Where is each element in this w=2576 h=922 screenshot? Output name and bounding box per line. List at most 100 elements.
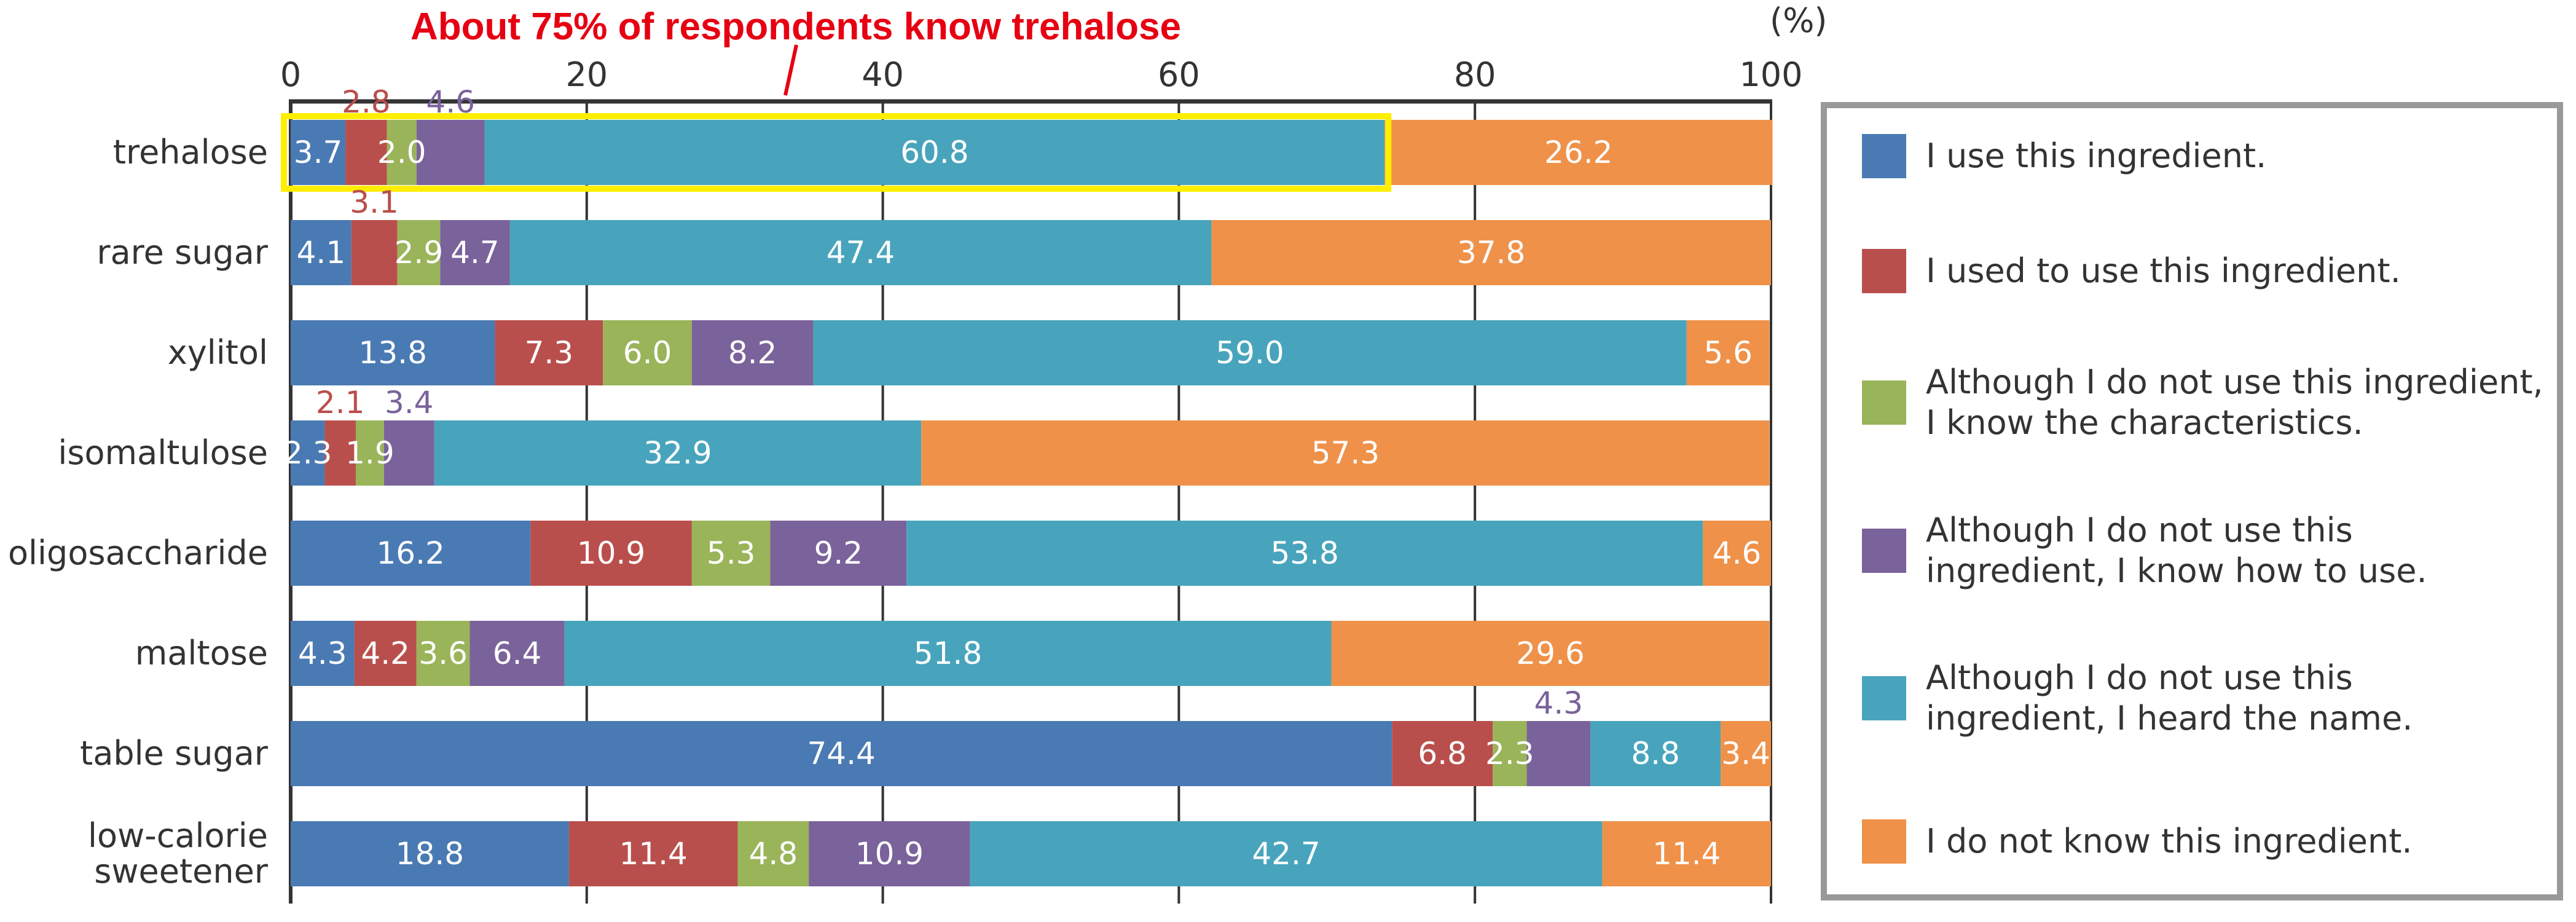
bar-segment <box>1602 821 1771 886</box>
data-label: 2.9 <box>395 235 444 270</box>
data-label: 3.6 <box>418 636 468 671</box>
legend-swatch <box>1862 134 1906 178</box>
bar-segment <box>291 220 351 285</box>
x-tick-label: 40 <box>862 55 904 94</box>
data-label: 11.4 <box>1652 836 1721 872</box>
category-label: oligosaccharide <box>8 534 268 572</box>
bar-segment <box>354 621 417 686</box>
legend-label: ingredient, I know how to use. <box>1926 551 2427 590</box>
bar-segment <box>1721 721 1771 786</box>
data-label: 3.1 <box>350 184 399 220</box>
data-label: 42.7 <box>1252 836 1320 872</box>
legend-box <box>1821 102 2563 900</box>
x-tick-label: 80 <box>1454 55 1496 94</box>
data-label: 47.4 <box>827 235 895 270</box>
highlight-box <box>281 113 1392 192</box>
bar-segment <box>1526 721 1591 786</box>
legend-label: Although I do not use this <box>1926 511 2353 550</box>
bar-segment <box>397 220 441 285</box>
bar-segment <box>568 821 738 886</box>
bar-segment <box>970 821 1603 886</box>
data-label: 13.8 <box>359 335 427 371</box>
data-label: 2.3 <box>1485 736 1534 771</box>
data-label: 53.8 <box>1271 535 1339 571</box>
bar-segment <box>1493 721 1527 786</box>
data-label: 3.4 <box>1721 736 1770 771</box>
x-tick-label: 20 <box>565 55 608 94</box>
bar-segment <box>737 821 809 886</box>
data-label: 4.3 <box>298 636 347 671</box>
bar-segment <box>770 521 907 586</box>
bar-segment <box>495 320 603 385</box>
bar-segment <box>469 621 565 686</box>
legend-swatch <box>1862 380 1906 425</box>
data-label: 29.6 <box>1516 636 1584 671</box>
data-label: 32.9 <box>643 435 712 471</box>
bar-segment <box>291 521 531 586</box>
legend-label: Although I do not use this <box>1926 658 2353 697</box>
category-label: sweetener <box>94 852 269 891</box>
bar-segment <box>440 220 510 285</box>
legend-swatch <box>1862 819 1906 864</box>
data-label: 59.0 <box>1215 335 1284 371</box>
category-label: maltose <box>135 634 268 672</box>
category-label: isomaltulose <box>58 433 268 472</box>
chart-title: About 75% of respondents know trehalose <box>410 6 1181 48</box>
category-label: table sugar <box>80 734 269 773</box>
category-label: low-calorie <box>88 816 268 855</box>
data-label: 4.6 <box>1713 535 1762 571</box>
bar-segment <box>291 320 495 385</box>
x-tick-label: 100 <box>1739 55 1802 94</box>
bar-segment <box>1392 721 1493 786</box>
data-label: 4.2 <box>361 636 410 671</box>
legend-swatch <box>1862 676 1906 720</box>
bar-segment <box>484 120 1385 185</box>
data-label: 8.2 <box>728 335 777 371</box>
data-label: 37.8 <box>1457 235 1525 270</box>
data-label: 16.2 <box>376 535 444 571</box>
data-label: 2.8 <box>342 84 391 120</box>
bar-segment <box>291 821 569 886</box>
bar-segment <box>530 521 692 586</box>
unit-label: (%) <box>1770 1 1827 40</box>
data-label: 51.8 <box>914 636 982 671</box>
bar-segment <box>383 420 434 486</box>
data-label: 2.1 <box>316 385 365 420</box>
data-label: 4.6 <box>426 84 475 120</box>
legend-swatch <box>1862 249 1906 293</box>
bar-segment <box>809 821 970 886</box>
bars <box>281 113 1773 886</box>
data-label: 6.0 <box>623 335 672 371</box>
data-label: 1.9 <box>345 435 395 471</box>
data-label: 11.4 <box>619 836 688 872</box>
data-label: 6.4 <box>493 636 542 671</box>
legend-swatch <box>1862 529 1906 573</box>
data-label: 8.8 <box>1631 736 1680 771</box>
data-label: 5.3 <box>707 535 756 571</box>
category-labels: trehalose rare sugar xylitol isomaltulose ol… <box>8 133 269 891</box>
bar-segment <box>1703 521 1771 586</box>
bar-segment <box>416 621 470 686</box>
data-label: 4.7 <box>450 235 500 270</box>
bar-segment <box>434 420 922 486</box>
bar-segment <box>1686 320 1770 385</box>
bar-segment <box>291 721 1392 786</box>
category-label: trehalose <box>113 133 268 171</box>
data-label: 4.8 <box>749 836 798 872</box>
data-label: 10.9 <box>855 836 924 872</box>
data-label: 10.9 <box>577 535 645 571</box>
bar-segment <box>291 621 355 686</box>
bar-segment <box>921 420 1770 486</box>
data-label: 4.3 <box>1534 685 1584 721</box>
bar-segment <box>416 120 485 185</box>
bar-segment <box>509 220 1212 285</box>
data-label: 6.8 <box>1418 736 1467 771</box>
category-label: xylitol <box>168 333 268 372</box>
x-axis-ticks: 0 20 40 60 80 100 <box>280 55 1803 94</box>
bar-segment <box>387 120 417 185</box>
bar-segment <box>1384 120 1773 185</box>
legend-label: I do not know this ingredient. <box>1926 822 2413 861</box>
bar-segment <box>355 420 384 486</box>
data-label: 3.7 <box>294 135 343 170</box>
